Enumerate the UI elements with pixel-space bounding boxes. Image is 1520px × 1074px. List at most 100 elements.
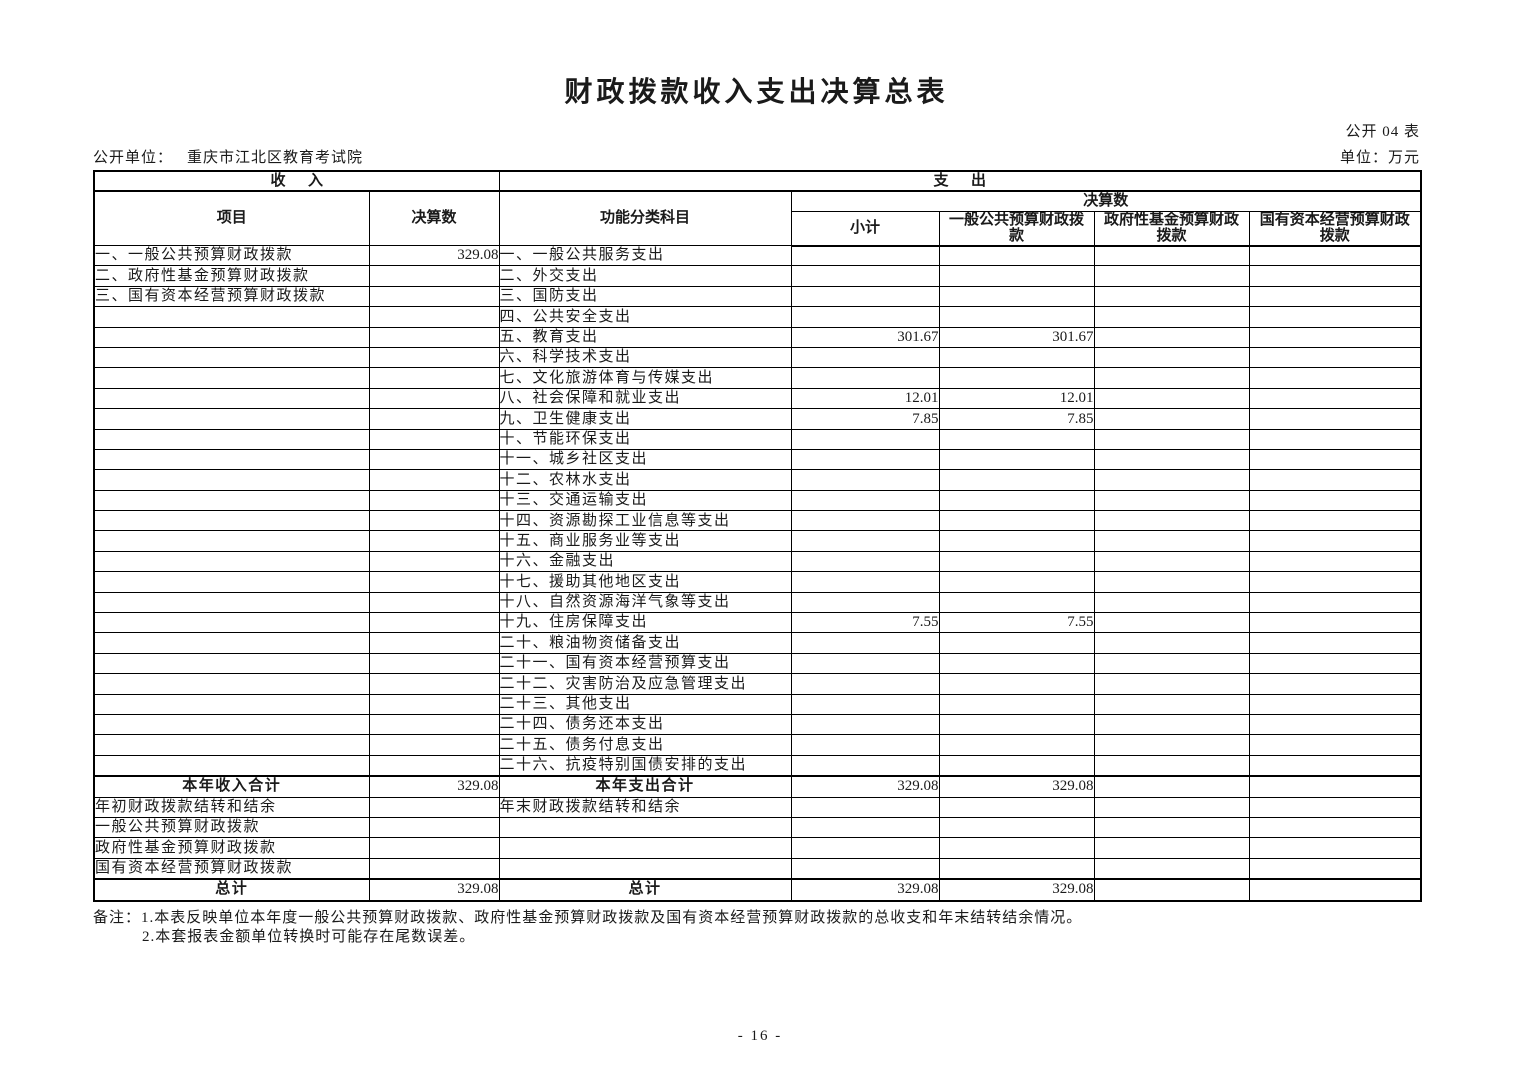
expense-state-capital-cell bbox=[1248, 530, 1422, 552]
carryover-gov-fund-label: 政府性基金预算财政拨款 bbox=[93, 837, 370, 859]
income-value-cell bbox=[368, 571, 500, 593]
page-title: 财政拨款收入支出决算总表 bbox=[564, 77, 949, 108]
grand-total-state-capital bbox=[1248, 877, 1422, 902]
col-header-expense-final-group: 决算数 bbox=[790, 190, 1422, 212]
column-header-row-1: 项目 决算数 功能分类科目 决算数 bbox=[93, 190, 1422, 246]
expense-general-budget-cell bbox=[938, 448, 1095, 471]
expense-general-budget-cell bbox=[938, 652, 1095, 675]
expense-subtotal-cell bbox=[790, 285, 940, 308]
expense-item-cell: 一、一般公共服务支出 bbox=[498, 244, 792, 267]
expense-general-budget-cell bbox=[938, 367, 1095, 389]
income-item-cell bbox=[93, 550, 370, 573]
expense-general-budget-cell: 7.55 bbox=[938, 612, 1095, 634]
col-header-functional-category: 功能分类科目 bbox=[498, 190, 792, 246]
year-begin-carryover-value bbox=[368, 796, 500, 819]
empty-cell bbox=[790, 796, 940, 819]
expense-item-cell: 二十六、抗疫特别国债安排的支出 bbox=[498, 754, 792, 777]
table-row: 九、卫生健康支出 7.85 7.85 bbox=[93, 408, 1422, 430]
carryover-item-row: 国有资本经营预算财政拨款 bbox=[93, 857, 1422, 880]
income-value-cell bbox=[368, 734, 500, 756]
fiscal-table: 收 入 支 出 项目 决算数 功能分类科目 决算数 小计 一般公共预算财政拨款 … bbox=[93, 170, 1423, 902]
income-item-cell bbox=[93, 734, 370, 756]
expense-gov-fund-cell bbox=[1093, 734, 1250, 756]
grand-total-subtotal: 329.08 bbox=[790, 877, 940, 902]
expense-item-cell: 十六、金融支出 bbox=[498, 550, 792, 573]
notes-label: 备注： bbox=[93, 909, 142, 926]
expense-gov-fund-cell bbox=[1093, 428, 1250, 450]
expense-gov-fund-cell bbox=[1093, 489, 1250, 512]
expense-total-general: 329.08 bbox=[938, 774, 1095, 798]
col-header-gov-fund-budget: 政府性基金预算财政拨款 bbox=[1093, 210, 1250, 247]
expense-state-capital-cell bbox=[1248, 632, 1422, 654]
expense-state-capital-cell bbox=[1248, 489, 1422, 512]
col-header-general-budget: 一般公共预算财政拨款 bbox=[938, 210, 1095, 247]
empty-cell bbox=[1093, 796, 1250, 819]
expense-subtotal-cell: 301.67 bbox=[790, 326, 940, 348]
income-item-cell bbox=[93, 326, 370, 348]
table-row: 二十六、抗疫特别国债安排的支出 bbox=[93, 754, 1422, 777]
expense-total-subtotal: 329.08 bbox=[790, 774, 940, 798]
income-value-cell bbox=[368, 448, 500, 471]
table-row: 十八、自然资源海洋气象等支出 bbox=[93, 591, 1422, 614]
grand-total-income-label: 总计 bbox=[93, 877, 370, 902]
expense-item-cell: 十四、资源勘探工业信息等支出 bbox=[498, 510, 792, 532]
grand-total-expense-label: 总计 bbox=[498, 877, 792, 902]
expense-general-budget-cell bbox=[938, 346, 1095, 369]
note-line-1: 备注：1.本表反映单位本年度一般公共预算财政拨款、政府性基金预算财政拨款及国有资… bbox=[93, 909, 1420, 929]
expense-general-budget-cell bbox=[938, 571, 1095, 593]
income-item-cell bbox=[93, 754, 370, 777]
expense-item-cell: 十三、交通运输支出 bbox=[498, 489, 792, 512]
income-value-cell bbox=[368, 306, 500, 328]
table-row: 一、一般公共预算财政拨款 329.08 一、一般公共服务支出 bbox=[93, 244, 1422, 267]
income-value-cell bbox=[368, 265, 500, 287]
table-row: 十七、援助其他地区支出 bbox=[93, 571, 1422, 593]
expense-subtotal-cell bbox=[790, 469, 940, 491]
expense-subtotal-cell bbox=[790, 713, 940, 736]
expense-general-budget-cell bbox=[938, 244, 1095, 267]
empty-cell bbox=[368, 817, 500, 839]
empty-cell bbox=[938, 796, 1095, 819]
income-item-cell bbox=[93, 571, 370, 593]
table-row: 二十四、债务还本支出 bbox=[93, 713, 1422, 736]
expense-subtotal-cell: 7.55 bbox=[790, 612, 940, 634]
income-value-cell bbox=[368, 346, 500, 369]
income-total-value: 329.08 bbox=[368, 774, 500, 798]
income-total-label: 本年收入合计 bbox=[93, 774, 370, 798]
expense-state-capital-cell bbox=[1248, 571, 1422, 593]
grand-total-general: 329.08 bbox=[938, 877, 1095, 902]
empty-cell bbox=[790, 837, 940, 859]
income-item-cell: 二、政府性基金预算财政拨款 bbox=[93, 265, 370, 287]
income-item-cell bbox=[93, 673, 370, 695]
empty-cell bbox=[1248, 817, 1422, 839]
summary-rows: 本年收入合计 329.08 本年支出合计 329.08 329.08 年初财政拨… bbox=[93, 774, 1422, 902]
expense-subtotal-cell: 7.85 bbox=[790, 408, 940, 430]
grand-total-gov-fund bbox=[1093, 877, 1250, 902]
table-row: 四、公共安全支出 bbox=[93, 306, 1422, 328]
expense-subtotal-cell bbox=[790, 673, 940, 695]
empty-cell bbox=[498, 837, 792, 859]
table-row: 十九、住房保障支出 7.55 7.55 bbox=[93, 612, 1422, 634]
income-value-cell bbox=[368, 550, 500, 573]
table-row: 二十二、灾害防治及应急管理支出 bbox=[93, 673, 1422, 695]
current-year-total-row: 本年收入合计 329.08 本年支出合计 329.08 329.08 bbox=[93, 774, 1422, 798]
table-row: 十一、城乡社区支出 bbox=[93, 448, 1422, 471]
expense-state-capital-cell bbox=[1248, 387, 1422, 410]
publisher-label: 公开单位： bbox=[93, 150, 174, 166]
empty-cell bbox=[368, 837, 500, 859]
income-value-cell bbox=[368, 612, 500, 634]
income-value-cell bbox=[368, 693, 500, 715]
expense-item-cell: 二十四、债务还本支出 bbox=[498, 713, 792, 736]
expense-total-gov-fund bbox=[1093, 774, 1250, 798]
carryover-item-row: 一般公共预算财政拨款 bbox=[93, 817, 1422, 839]
expense-state-capital-cell bbox=[1248, 673, 1422, 695]
income-item-cell bbox=[93, 530, 370, 552]
expense-item-cell: 八、社会保障和就业支出 bbox=[498, 387, 792, 410]
expense-gov-fund-cell bbox=[1093, 612, 1250, 634]
expense-item-cell: 九、卫生健康支出 bbox=[498, 408, 792, 430]
expense-subtotal-cell bbox=[790, 244, 940, 267]
table-row: 八、社会保障和就业支出 12.01 12.01 bbox=[93, 387, 1422, 410]
expense-item-cell: 二十二、灾害防治及应急管理支出 bbox=[498, 673, 792, 695]
expense-gov-fund-cell bbox=[1093, 550, 1250, 573]
expense-gov-fund-cell bbox=[1093, 591, 1250, 614]
table-row: 十五、商业服务业等支出 bbox=[93, 530, 1422, 552]
